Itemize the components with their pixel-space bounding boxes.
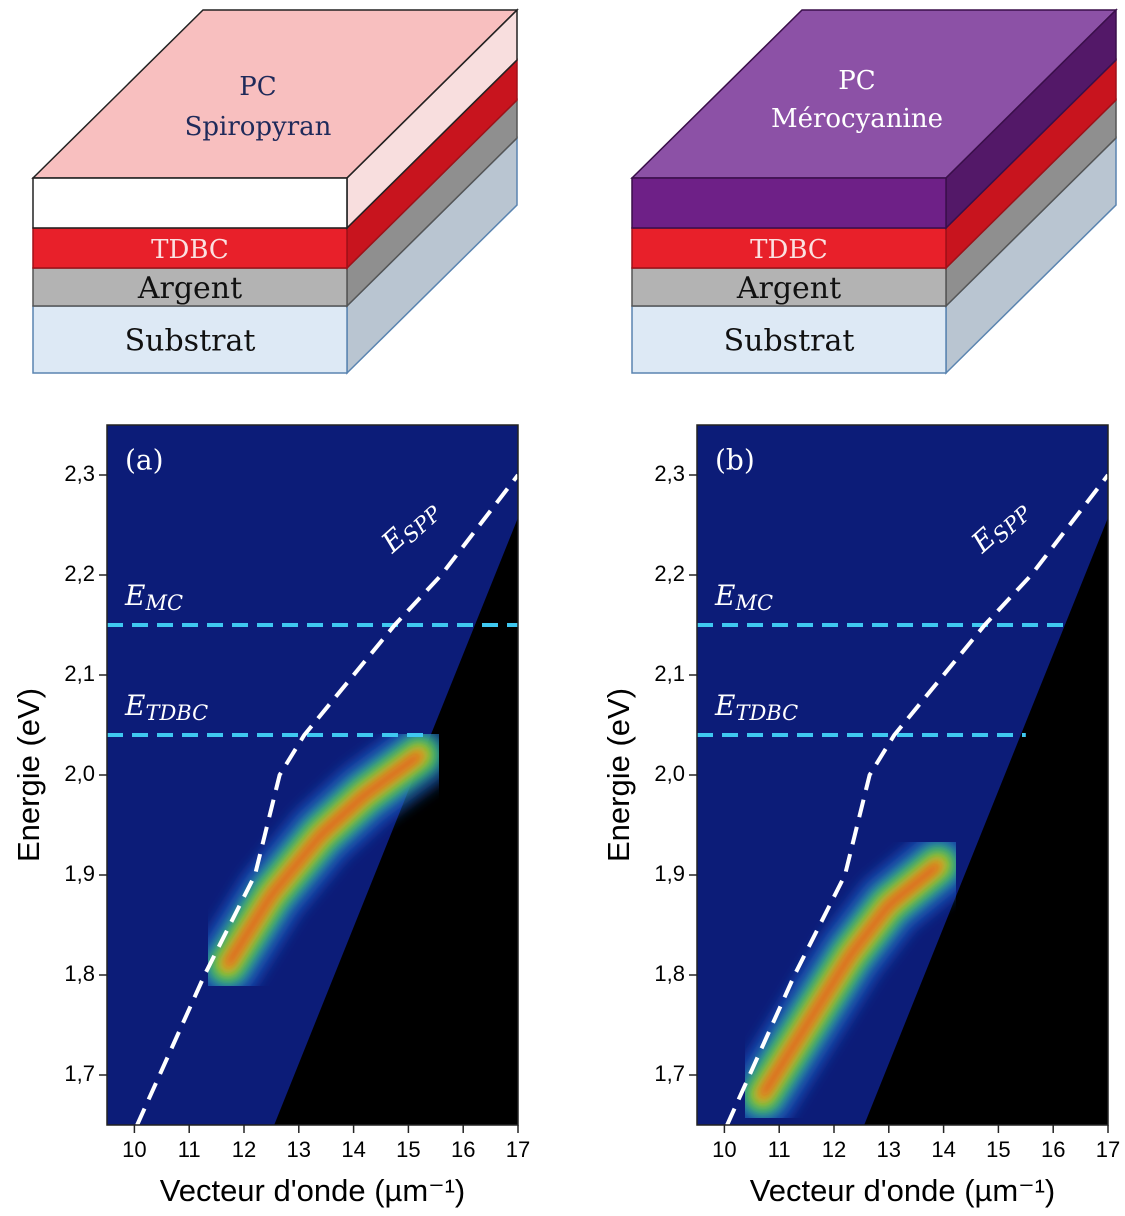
plot-area	[107, 425, 518, 1125]
y-tick-label: 1,7	[64, 1061, 95, 1086]
y-axis-label: Energie (eV)	[11, 688, 46, 862]
x-tick-label: 12	[232, 1137, 256, 1162]
layer-label: Argent	[137, 271, 242, 306]
layer-label: TDBC	[750, 235, 828, 265]
spp-curve	[135, 473, 518, 1125]
y-tick-label: 2,3	[64, 461, 95, 486]
subscript: TDBC	[145, 701, 208, 725]
x-tick-label: 11	[178, 1137, 201, 1162]
x-tick-label: 11	[768, 1137, 791, 1162]
subscript: MC	[144, 591, 183, 615]
x-tick-label: 10	[712, 1137, 736, 1162]
y-tick-label: 1,9	[654, 861, 685, 886]
pc-label: PC	[239, 72, 276, 102]
x-tick-label: 17	[506, 1137, 530, 1162]
spp-label: ESPP	[374, 491, 446, 561]
y-tick-label: 2,2	[64, 561, 95, 586]
x-axis-label: Vecteur d'onde (µm⁻¹)	[160, 1173, 466, 1208]
pc-label: PC	[838, 66, 875, 96]
x-tick-label: 16	[451, 1137, 475, 1162]
layer-front	[631, 267, 947, 307]
panel-label: (b)	[715, 444, 755, 477]
emission	[757, 860, 944, 1100]
reference-label: EMC	[714, 579, 773, 615]
layer-front	[32, 227, 348, 269]
reference-label: ETDBC	[124, 689, 208, 725]
symbol: E	[714, 689, 735, 722]
reference-label: EMC	[124, 579, 183, 615]
y-axis-label: Energie (eV)	[601, 688, 636, 862]
layer-label: Substrat	[724, 324, 855, 359]
y-tick-label: 1,8	[654, 961, 685, 986]
x-tick-label: 15	[396, 1137, 420, 1162]
layer-label: TDBC	[151, 235, 229, 265]
y-tick-label: 2,0	[64, 761, 95, 786]
plot-area	[697, 425, 1108, 1125]
layer-front	[32, 305, 348, 374]
layer-front	[32, 267, 348, 307]
subscript: TDBC	[735, 701, 798, 725]
panel-label: (a)	[125, 444, 164, 477]
pc-label: Spiropyran	[185, 112, 332, 142]
layer-diagram: PC Spiropyran TDBC Argent Substrat	[31, 8, 519, 375]
symbol: E	[714, 579, 735, 612]
light-line	[274, 518, 518, 1125]
x-tick-label: 14	[931, 1137, 955, 1162]
symbol: E	[124, 579, 145, 612]
x-tick-label: 13	[287, 1137, 311, 1162]
x-axis-label: Vecteur d'onde (µm⁻¹)	[750, 1173, 1056, 1208]
layer-label: Substrat	[125, 324, 256, 359]
y-tick-label: 2,1	[654, 661, 685, 686]
pc-front	[631, 177, 947, 229]
light-line	[864, 518, 1108, 1125]
x-tick-label: 12	[822, 1137, 846, 1162]
layer-diagram: PC Mérocyanine TDBC Argent Substrat	[630, 8, 1118, 375]
y-tick-label: 2,2	[654, 561, 685, 586]
x-tick-label: 14	[341, 1137, 365, 1162]
spp-curve	[725, 473, 1108, 1125]
layer-label: Argent	[736, 271, 841, 306]
x-tick-label: 17	[1096, 1137, 1120, 1162]
x-tick-label: 16	[1041, 1137, 1065, 1162]
y-tick-label: 1,7	[654, 1061, 685, 1086]
y-tick-label: 2,3	[654, 461, 685, 486]
emission	[222, 750, 425, 970]
subscript: MC	[734, 591, 773, 615]
symbol: E	[124, 689, 145, 722]
y-tick-label: 1,8	[64, 961, 95, 986]
layer-front	[631, 227, 947, 269]
y-tick-label: 2,0	[654, 761, 685, 786]
pc-label: Mérocyanine	[771, 104, 943, 134]
y-tick-label: 1,9	[64, 861, 95, 886]
x-tick-label: 15	[986, 1137, 1010, 1162]
y-tick-label: 2,1	[64, 661, 95, 686]
pc-front	[32, 177, 348, 229]
x-tick-label: 10	[122, 1137, 146, 1162]
reference-label: ETDBC	[714, 689, 798, 725]
x-tick-label: 13	[877, 1137, 901, 1162]
